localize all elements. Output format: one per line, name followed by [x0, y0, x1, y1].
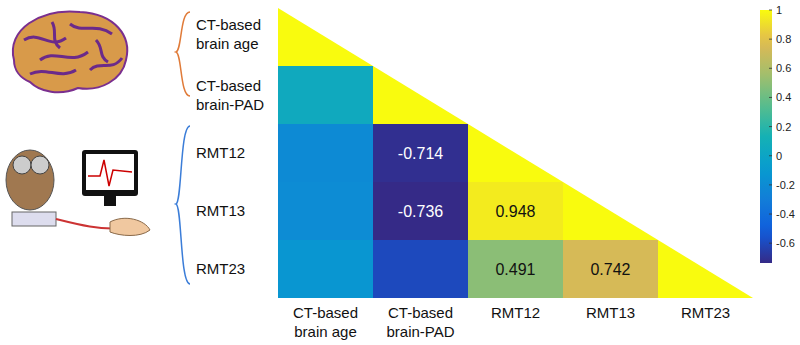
brace — [176, 126, 190, 284]
spine — [12, 212, 56, 226]
brain-gyrus — [96, 40, 108, 62]
diagonal-cell — [373, 66, 468, 124]
colorbar-tick — [769, 184, 772, 185]
column-label: RMT12 — [491, 304, 540, 321]
diagonal-cell — [563, 182, 658, 240]
brain-gyrus — [24, 37, 66, 42]
brain-gyrus — [52, 22, 60, 48]
hand — [110, 218, 150, 235]
row-label: RMT13 — [196, 202, 245, 219]
colorbar-tick — [769, 10, 772, 11]
colorbar-tick-label: -0.6 — [776, 237, 795, 249]
colorbar-tick — [769, 243, 772, 244]
column-label: CT-based brain age — [293, 304, 358, 340]
row-label: CT-based brain age — [196, 16, 261, 52]
column-label: CT-based brain-PAD — [386, 304, 454, 340]
colorbar-tick — [769, 39, 772, 40]
cell-label: -0.714 — [398, 145, 443, 162]
column-label-line: CT-based — [388, 304, 453, 321]
colorbar-tick-label: 1 — [776, 4, 782, 16]
cell — [373, 124, 468, 182]
colorbar-tick — [769, 97, 772, 98]
cell-labels: -0.714 -0.736 0.948 0.491 0.742 — [398, 145, 631, 278]
brain-gyrus — [30, 70, 76, 74]
row-label-line: brain-PAD — [196, 96, 264, 113]
row-label: RMT23 — [196, 260, 245, 277]
colorbar-tick — [769, 126, 772, 127]
colorbar-tick-label: 0.8 — [776, 33, 791, 45]
row-label-line: RMT13 — [196, 202, 245, 219]
colorbar — [760, 10, 772, 263]
monitor — [82, 150, 138, 196]
brain-gyrus — [40, 52, 88, 60]
row-label-line: RMT23 — [196, 260, 245, 277]
column-label-line: CT-based — [293, 304, 358, 321]
column-label: RMT13 — [586, 304, 635, 321]
diagonal-cell — [658, 240, 753, 298]
cell — [373, 182, 468, 240]
mep-trace — [88, 160, 132, 186]
row-label-line: CT-based — [196, 16, 261, 33]
colorbar-tick — [769, 68, 772, 69]
monitor-stand — [104, 196, 116, 206]
row-label-line: CT-based — [196, 77, 261, 94]
colorbar-tick-label: 0.6 — [776, 62, 791, 74]
chart: CT-based brain age CT-based brain-PAD RMT12 R… — [0, 0, 800, 345]
column-label-line: RMT12 — [491, 304, 540, 321]
column-label-line: RMT13 — [586, 304, 635, 321]
row-label-line: RMT12 — [196, 144, 245, 161]
cell — [278, 124, 373, 182]
cell — [563, 240, 658, 298]
colorbar-tick-label: 0.4 — [776, 91, 791, 103]
screen — [86, 154, 134, 190]
head — [6, 150, 54, 210]
colorbar-tick — [769, 155, 772, 156]
column-label-line: brain age — [294, 323, 357, 340]
tms-illustration — [6, 150, 150, 236]
cell — [373, 240, 468, 298]
brace — [176, 12, 190, 96]
column-label-line: brain-PAD — [386, 323, 454, 340]
brain-illustration — [13, 12, 127, 93]
column-label-line: RMT23 — [681, 304, 730, 321]
cell-label: 0.491 — [495, 261, 535, 278]
cell-label: 0.742 — [590, 261, 630, 278]
brain-shape — [13, 12, 127, 93]
cell — [278, 182, 373, 240]
cell — [468, 182, 563, 240]
cell-label: -0.736 — [398, 203, 443, 220]
diagonal-cell — [468, 124, 563, 182]
colorbar-tick-label: -0.2 — [776, 179, 795, 191]
colorbar-tick-label: 0 — [776, 150, 782, 162]
coil — [13, 156, 31, 174]
cell — [278, 66, 373, 124]
cells — [278, 8, 753, 298]
diagonal-cell — [278, 8, 373, 66]
cell — [278, 240, 373, 298]
colorbar-tick-label: -0.4 — [776, 208, 795, 220]
cell-label: 0.948 — [495, 203, 535, 220]
colorbar-tick — [769, 214, 772, 215]
row-label: RMT12 — [196, 144, 245, 161]
column-label: RMT23 — [681, 304, 730, 321]
cell — [468, 240, 563, 298]
brain-gyrus — [70, 24, 112, 34]
row-label-line: brain age — [196, 35, 259, 52]
row-label: CT-based brain-PAD — [196, 77, 264, 113]
coil — [31, 156, 49, 174]
colorbar-tick-label: 0.2 — [776, 121, 791, 133]
